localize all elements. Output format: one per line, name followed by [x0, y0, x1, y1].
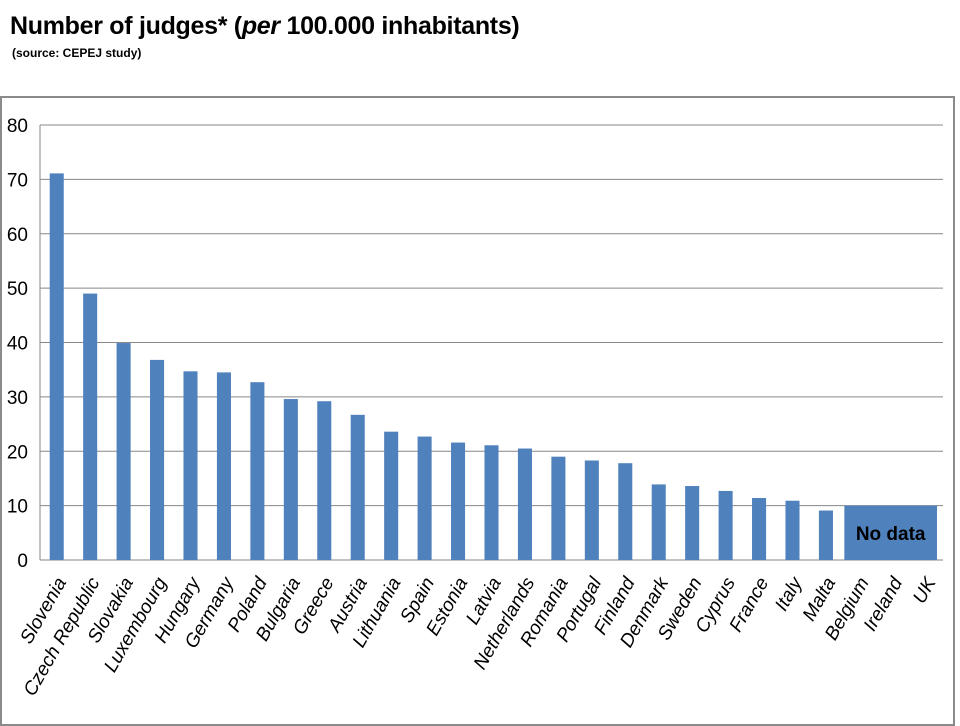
title-part-1: Number of judges* ( — [10, 12, 242, 40]
no-data-label: No data — [856, 524, 926, 545]
bar-czech-republic — [83, 293, 98, 560]
bar-denmark — [651, 484, 666, 560]
y-tick-label: 50 — [7, 279, 28, 300]
bar-spain — [417, 436, 432, 560]
y-tick-label: 20 — [7, 442, 28, 463]
bars — [49, 173, 833, 561]
bar-romania — [551, 456, 566, 560]
y-tick-label: 40 — [7, 334, 28, 355]
y-tick-label: 60 — [7, 225, 28, 246]
bar-finland — [618, 463, 633, 560]
bar-bulgaria — [283, 399, 298, 560]
no-data-annotation: No data — [844, 505, 937, 560]
y-tick-label: 10 — [7, 497, 28, 518]
bar-sweden — [685, 486, 700, 560]
chart-title: Number of judges* (per 100.000 inhabitan… — [10, 12, 520, 41]
bar-slovakia — [116, 343, 131, 560]
bar-malta — [818, 510, 833, 560]
bar-poland — [250, 382, 265, 560]
bar-germany — [216, 372, 231, 560]
bar-luxembourg — [150, 359, 165, 560]
bar-portugal — [584, 460, 599, 560]
bar-hungary — [183, 371, 198, 560]
bar-latvia — [484, 445, 499, 560]
x-tick-label: UK — [909, 573, 941, 608]
bar-lithuania — [384, 431, 399, 560]
chart-subtitle: (source: CEPEJ study) — [12, 46, 142, 60]
bar-netherlands — [517, 448, 532, 560]
y-tick-label: 70 — [7, 170, 28, 191]
no-data-box — [844, 505, 937, 560]
title-italic: per — [241, 12, 280, 40]
y-tick-label: 30 — [7, 388, 28, 409]
bar-france — [752, 498, 767, 560]
y-axis-ticks: 0 10 20 30 40 50 60 70 80 — [7, 116, 28, 572]
bar-slovenia — [49, 173, 64, 561]
y-tick-label: 80 — [7, 116, 28, 137]
bar-estonia — [451, 442, 466, 560]
bar-italy — [785, 500, 800, 560]
y-tick-label: 0 — [17, 551, 28, 572]
title-part-2: 100.000 inhabitants) — [279, 12, 520, 40]
bar-austria — [350, 414, 365, 560]
bar-cyprus — [718, 490, 733, 560]
bar-greece — [317, 401, 332, 560]
